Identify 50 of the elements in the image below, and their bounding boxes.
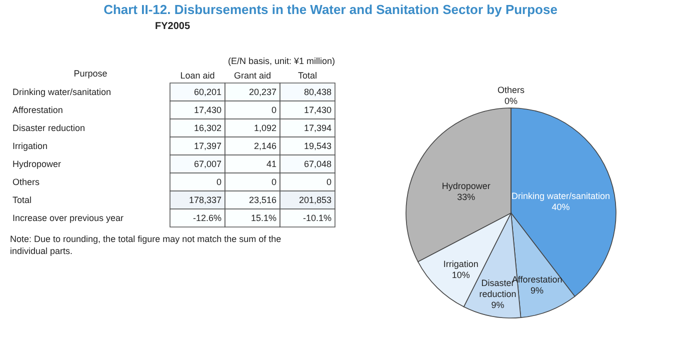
data-label: 1,092	[254, 123, 276, 133]
data-label: 0	[271, 177, 276, 187]
data-label: 17,430	[194, 105, 222, 115]
y-tick-label: Increase over previous year	[12, 213, 124, 223]
data-label: 40%	[552, 202, 570, 212]
chart-subtitle: FY2005	[154, 21, 190, 32]
data-label: 60,201	[194, 87, 222, 97]
data-label: -12.6%	[192, 213, 222, 223]
data-label: 80,438	[304, 87, 332, 97]
y-tick-label: Disaster reduction	[12, 123, 86, 133]
category-label: Others	[497, 85, 525, 95]
text: 0%	[504, 96, 518, 106]
y-tick-label: Drinking water/sanitation	[12, 87, 112, 97]
data-label: 23,516	[248, 195, 276, 205]
y-tick-label: Hydropower	[12, 159, 62, 169]
data-label: 0	[216, 177, 222, 187]
slice-label: Hydropower	[442, 180, 490, 191]
data-label: 178,337	[188, 195, 222, 205]
data-label: 33%	[457, 192, 476, 202]
data-label: 17,394	[304, 123, 332, 133]
data-label: 20,237	[248, 87, 276, 97]
chart-title: Chart II-12. Disbursements in the Water and Sanitation Sector by Purpose	[104, 2, 558, 17]
data-label: 9%	[491, 300, 504, 310]
y-tick-label: Afforestation	[12, 105, 63, 115]
data-label: 19,543	[304, 141, 332, 151]
y-axis-title: Purpose	[74, 68, 108, 78]
data-label: 9%	[530, 285, 544, 296]
data-label: 17,397	[194, 141, 222, 151]
data-label: 0	[326, 177, 332, 187]
x-tick-label: Total	[298, 70, 318, 80]
data-label: 67,048	[304, 159, 332, 169]
data-label: 41	[266, 159, 276, 169]
data-label: 67,007	[194, 159, 222, 169]
y-tick-label: Irrigation	[12, 141, 48, 151]
data-label: 0	[271, 105, 276, 115]
data-label: 16,302	[194, 123, 222, 133]
data-label: 15.1%	[250, 213, 276, 223]
data-label: -10.1%	[302, 213, 332, 223]
data-label: 17,430	[304, 105, 332, 115]
data-label: 201,853	[298, 195, 332, 205]
data-label: 2,146	[254, 141, 276, 151]
text: (E/N basis, unit: ¥1 million)	[228, 56, 335, 66]
slice-label: Drinking water/sanitation	[511, 191, 610, 202]
y-tick-label: Total	[12, 195, 32, 205]
data-label: 10%	[452, 270, 470, 280]
x-tick-label: Grant aid	[234, 70, 272, 80]
text: Note: Due to rounding, the total figure may not match the sum of the individual parts.	[10, 234, 282, 256]
slice-label: Irrigation	[443, 258, 478, 269]
x-tick-label: Loan aid	[180, 70, 215, 80]
y-tick-label: Others	[12, 177, 40, 187]
